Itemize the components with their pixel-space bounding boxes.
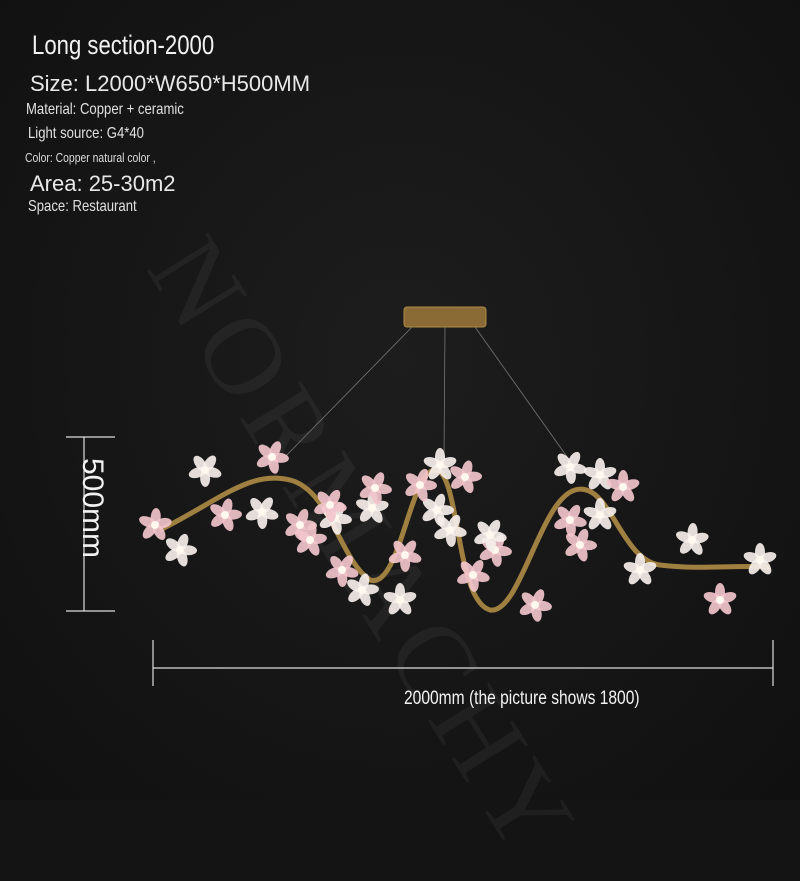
spec-size: Size: L2000*W650*H500MM bbox=[30, 71, 311, 96]
flower bbox=[434, 514, 467, 547]
flower bbox=[423, 448, 457, 480]
flower bbox=[383, 583, 417, 615]
flower bbox=[347, 573, 379, 606]
width-label: 2000mm (the picture shows 1800) bbox=[404, 688, 640, 709]
flower bbox=[623, 553, 657, 585]
suspension-wire bbox=[443, 326, 446, 459]
flower bbox=[450, 460, 482, 494]
flower-light bbox=[596, 471, 604, 479]
chandelier-photo bbox=[66, 306, 777, 686]
flower-light bbox=[566, 516, 574, 524]
flower bbox=[554, 451, 587, 484]
flower bbox=[565, 528, 597, 562]
flower-light bbox=[446, 526, 454, 534]
background bbox=[0, 0, 800, 800]
flower-light bbox=[371, 484, 379, 492]
flower-light bbox=[461, 473, 469, 481]
flower-light bbox=[358, 586, 366, 594]
flower-light bbox=[566, 463, 574, 471]
flower bbox=[165, 533, 197, 567]
flower bbox=[457, 560, 490, 592]
flower-light bbox=[176, 546, 184, 554]
flower bbox=[405, 468, 437, 502]
flower bbox=[583, 458, 617, 490]
flower bbox=[325, 555, 359, 587]
flower bbox=[314, 489, 347, 522]
flower-light bbox=[596, 511, 604, 519]
flower-light bbox=[436, 461, 444, 469]
dimension-lines bbox=[66, 436, 774, 686]
flower bbox=[519, 589, 552, 622]
flower bbox=[474, 519, 507, 552]
spec-area: Area: 25-30m2 bbox=[30, 171, 176, 196]
flower bbox=[139, 508, 172, 540]
flower-light bbox=[326, 501, 334, 509]
flower bbox=[210, 498, 242, 532]
suspension-wire bbox=[279, 326, 413, 463]
flower bbox=[606, 470, 640, 502]
flower bbox=[359, 472, 392, 505]
flower-light bbox=[576, 541, 584, 549]
flower-light bbox=[201, 466, 209, 474]
flower bbox=[743, 543, 777, 575]
flower-light bbox=[531, 601, 539, 609]
product-title: Long section-2000 bbox=[32, 30, 215, 60]
flower bbox=[388, 540, 422, 572]
flower-light bbox=[416, 481, 424, 489]
flower-light bbox=[401, 551, 409, 559]
flower-light bbox=[338, 566, 346, 574]
height-label: 500mm bbox=[76, 458, 109, 559]
flower bbox=[188, 455, 222, 487]
flower-light bbox=[469, 571, 477, 579]
flower-light bbox=[396, 596, 404, 604]
spec-light-source: Light source: G4*40 bbox=[28, 125, 144, 142]
flower bbox=[294, 523, 327, 556]
flower-light bbox=[433, 506, 441, 514]
flower-light bbox=[368, 504, 376, 512]
spec-color: Color: Copper natural color , bbox=[25, 150, 156, 165]
flower-light bbox=[306, 536, 314, 544]
flower-light bbox=[258, 508, 266, 516]
flower-light bbox=[636, 566, 644, 574]
suspension-wire bbox=[474, 326, 576, 469]
flower bbox=[554, 504, 587, 537]
flower bbox=[703, 583, 737, 615]
flower-light bbox=[619, 483, 627, 491]
flower-light bbox=[268, 453, 276, 461]
flower-light bbox=[756, 556, 764, 564]
flower-light bbox=[151, 521, 159, 529]
flower-light bbox=[688, 536, 696, 544]
flower bbox=[676, 523, 709, 555]
brass-frame bbox=[158, 467, 771, 613]
spec-material: Material: Copper + ceramic bbox=[26, 101, 184, 118]
flower-light bbox=[296, 521, 304, 529]
flower bbox=[583, 498, 617, 530]
ceiling-canopy bbox=[403, 306, 487, 328]
flower bbox=[256, 441, 289, 474]
flower-light bbox=[221, 511, 229, 519]
spec-space: Space: Restaurant bbox=[28, 198, 137, 215]
ceramic-flowers bbox=[139, 441, 777, 622]
flower-light bbox=[486, 531, 494, 539]
flower bbox=[245, 497, 279, 529]
flower-light bbox=[716, 596, 724, 604]
